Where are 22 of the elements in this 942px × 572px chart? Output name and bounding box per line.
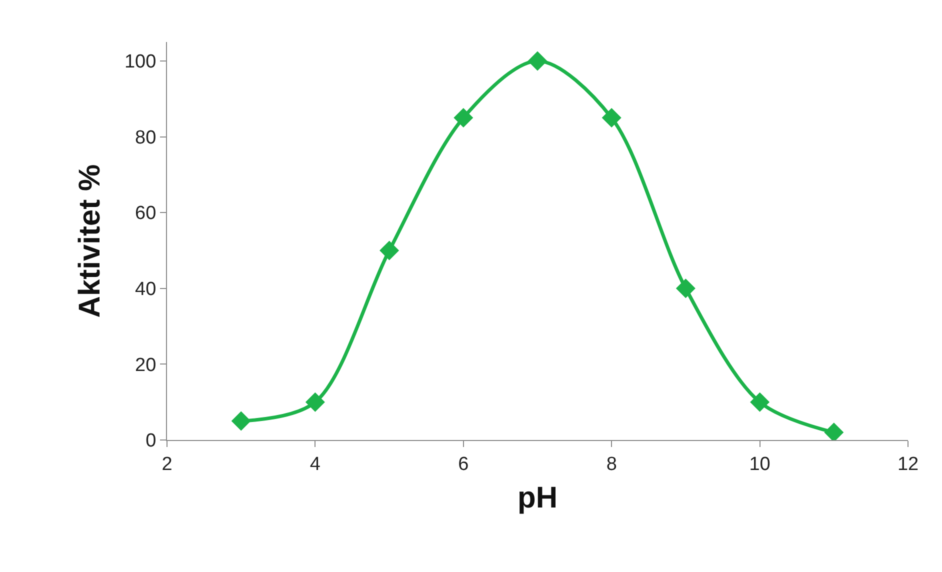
x-tick-label: 10: [749, 454, 770, 475]
y-tick-label: 60: [135, 203, 156, 224]
x-tick-label: 2: [162, 454, 172, 475]
point: [750, 392, 770, 412]
point: [231, 411, 251, 431]
x-tick-label: 12: [897, 454, 919, 475]
y-tick-label: 80: [135, 127, 156, 148]
x-tick-label: 4: [310, 454, 321, 475]
y-tick-label: 20: [135, 354, 156, 376]
point: [380, 240, 400, 260]
x-tick-label: 6: [458, 454, 469, 475]
y-tick-label: 0: [146, 430, 156, 452]
y-tick-label: 40: [135, 279, 156, 300]
point: [676, 278, 696, 298]
x-tick-label: 8: [606, 454, 617, 475]
point: [528, 51, 548, 71]
point: [602, 108, 622, 128]
point: [305, 392, 325, 412]
y-tick-label: 100: [124, 52, 156, 73]
point: [454, 108, 474, 128]
x-axis-title: pH: [518, 481, 558, 514]
y-axis-title: Aktivitet %: [73, 164, 106, 318]
